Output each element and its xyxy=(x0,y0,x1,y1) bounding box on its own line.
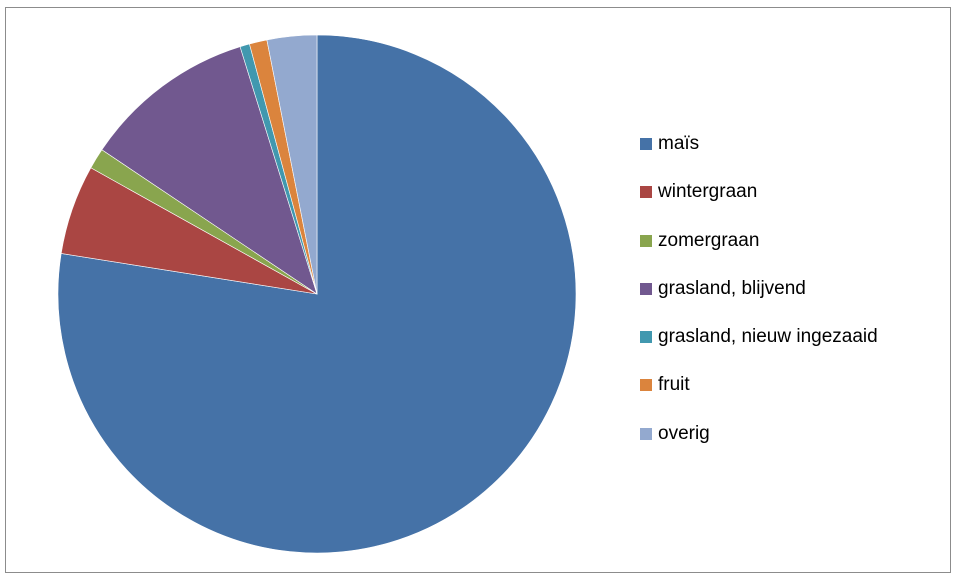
pie-slice-grasland-blijvend xyxy=(101,46,318,295)
chart-legend: maïs wintergraan zomergraan grasland, blijv… xyxy=(640,132,878,470)
legend-label: wintergraan xyxy=(658,181,758,203)
legend-item-grasland-nieuw-ingezaaid: grasland, nieuw ingezaaid xyxy=(640,325,878,349)
legend-label: grasland, nieuw ingezaaid xyxy=(658,326,878,348)
legend-swatch xyxy=(640,234,652,247)
pie-slice-overig xyxy=(266,34,318,295)
legend-label: overig xyxy=(658,422,710,444)
legend-item-overig: overig xyxy=(640,422,878,446)
legend-swatch xyxy=(640,138,652,150)
legend-item-fruit: fruit xyxy=(640,373,878,397)
legend-item-wintergraan: wintergraan xyxy=(640,180,878,204)
pie-slice-ma-s xyxy=(57,34,577,554)
legend-swatch xyxy=(640,331,652,344)
legend-item-grasland-blijvend: grasland, blijvend xyxy=(640,277,878,301)
legend-item-ma-s: maïs xyxy=(640,132,878,156)
legend-swatch xyxy=(640,379,652,392)
legend-item-zomergraan: zomergraan xyxy=(640,229,878,253)
legend-label: fruit xyxy=(658,374,690,396)
legend-swatch xyxy=(640,282,652,295)
legend-label: zomergraan xyxy=(658,229,760,251)
legend-swatch xyxy=(640,427,652,440)
legend-label: grasland, blijvend xyxy=(658,277,806,299)
legend-label: maïs xyxy=(658,133,700,154)
legend-swatch xyxy=(640,186,652,199)
